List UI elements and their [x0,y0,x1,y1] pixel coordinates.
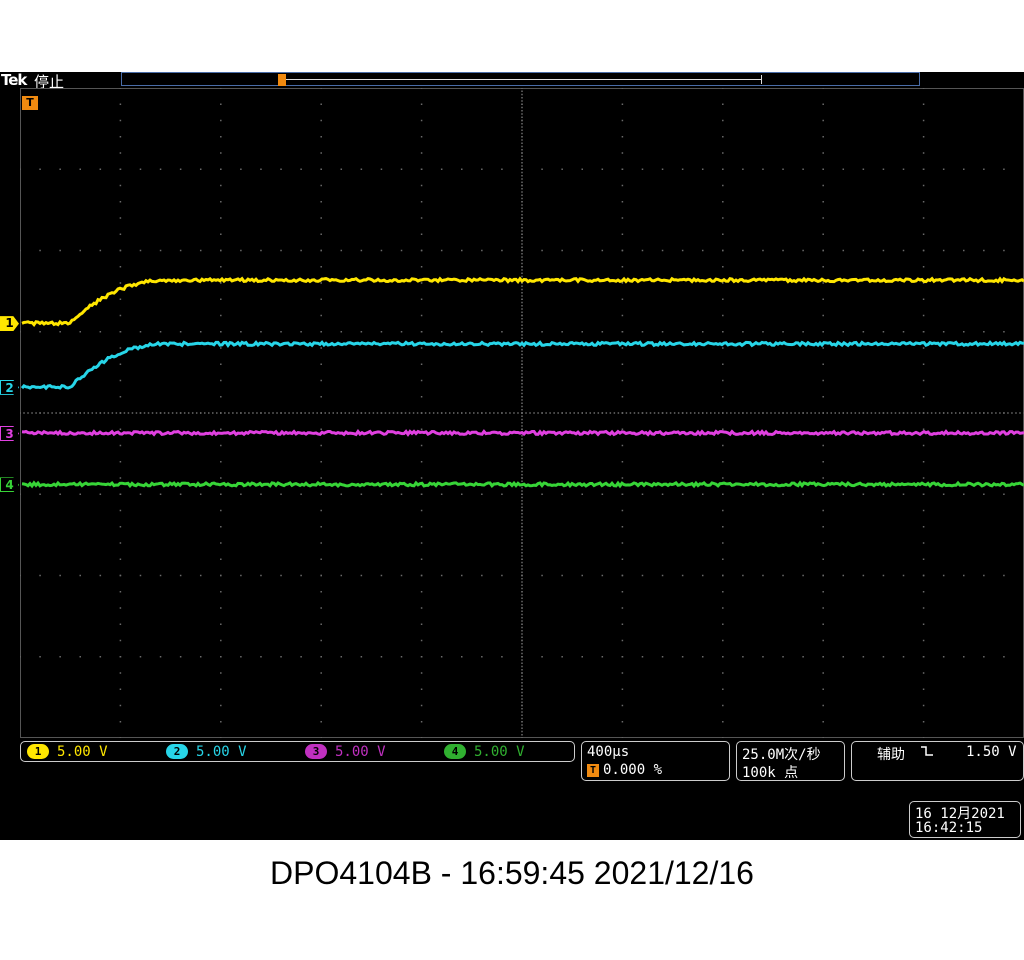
trigger-position-value: 0.000 % [603,762,662,778]
channel-1-ground-marker[interactable]: 1 [0,316,19,331]
acquisition-readout[interactable]: 25.0M次/秒 100k 点 [736,741,845,781]
channel-scale-panel[interactable]: 1 5.00 V 2 5.00 V 3 5.00 V 4 5.00 V [20,741,575,762]
trigger-badge-icon: T [587,764,599,777]
trigger-position: T 0.000 % [587,762,662,778]
record-length: 100k 点 [742,762,798,782]
channel-4-trace [22,483,1024,486]
record-view-end [761,75,762,84]
channel-2-scale[interactable]: 2 5.00 V [166,744,247,760]
record-view-line [284,79,762,80]
channel-4-scale[interactable]: 4 5.00 V [444,744,525,760]
brand-logo: Tek [1,72,26,89]
graticule [20,88,1024,738]
channel-3-ground-marker[interactable]: 3 [0,426,19,441]
trigger-position-marker[interactable]: T [22,96,38,110]
time: 16:42:15 [915,820,982,836]
channel-4-scale-value: 5.00 V [474,744,525,760]
channel-3-scale[interactable]: 3 5.00 V [305,744,386,760]
channel-3-trace [22,432,1024,435]
channel-2-ground-marker[interactable]: 2 [0,380,19,395]
sample-rate: 25.0M次/秒 [742,744,821,764]
channel-2-badge: 2 [166,744,188,759]
trigger-readout[interactable]: 辅助 1.50 V [851,741,1024,781]
channel-2-trace [22,342,1024,388]
channel-4-badge: 4 [444,744,466,759]
oscilloscope-screen: Tek 停止 T 1234 1 5.00 V 2 5.00 V 3 5.00 V 45… [0,72,1024,840]
channel-1-scale-value: 5.00 V [57,744,108,760]
channel-1-scale[interactable]: 1 5.00 V [27,744,108,760]
timebase: 400µs [587,744,629,760]
datetime-readout: 16 12月2021 16:42:15 [909,801,1021,838]
channel-4-ground-marker[interactable]: 4 [0,477,19,492]
trigger-source: 辅助 [877,744,905,764]
trigger-level: 1.50 V [966,744,1017,760]
horizontal-readout[interactable]: 400µs T 0.000 % [581,741,730,781]
falling-edge-icon [920,744,934,762]
screenshot-caption: DPO4104B - 16:59:45 2021/12/16 [0,855,1024,892]
status-bar: Tek 停止 [0,72,1024,88]
channel-2-scale-value: 5.00 V [196,744,247,760]
channel-1-badge: 1 [27,744,49,759]
channel-1-trace [22,279,1024,325]
channel-3-badge: 3 [305,744,327,759]
timeline-trigger-marker [278,74,286,86]
channel-3-scale-value: 5.00 V [335,744,386,760]
